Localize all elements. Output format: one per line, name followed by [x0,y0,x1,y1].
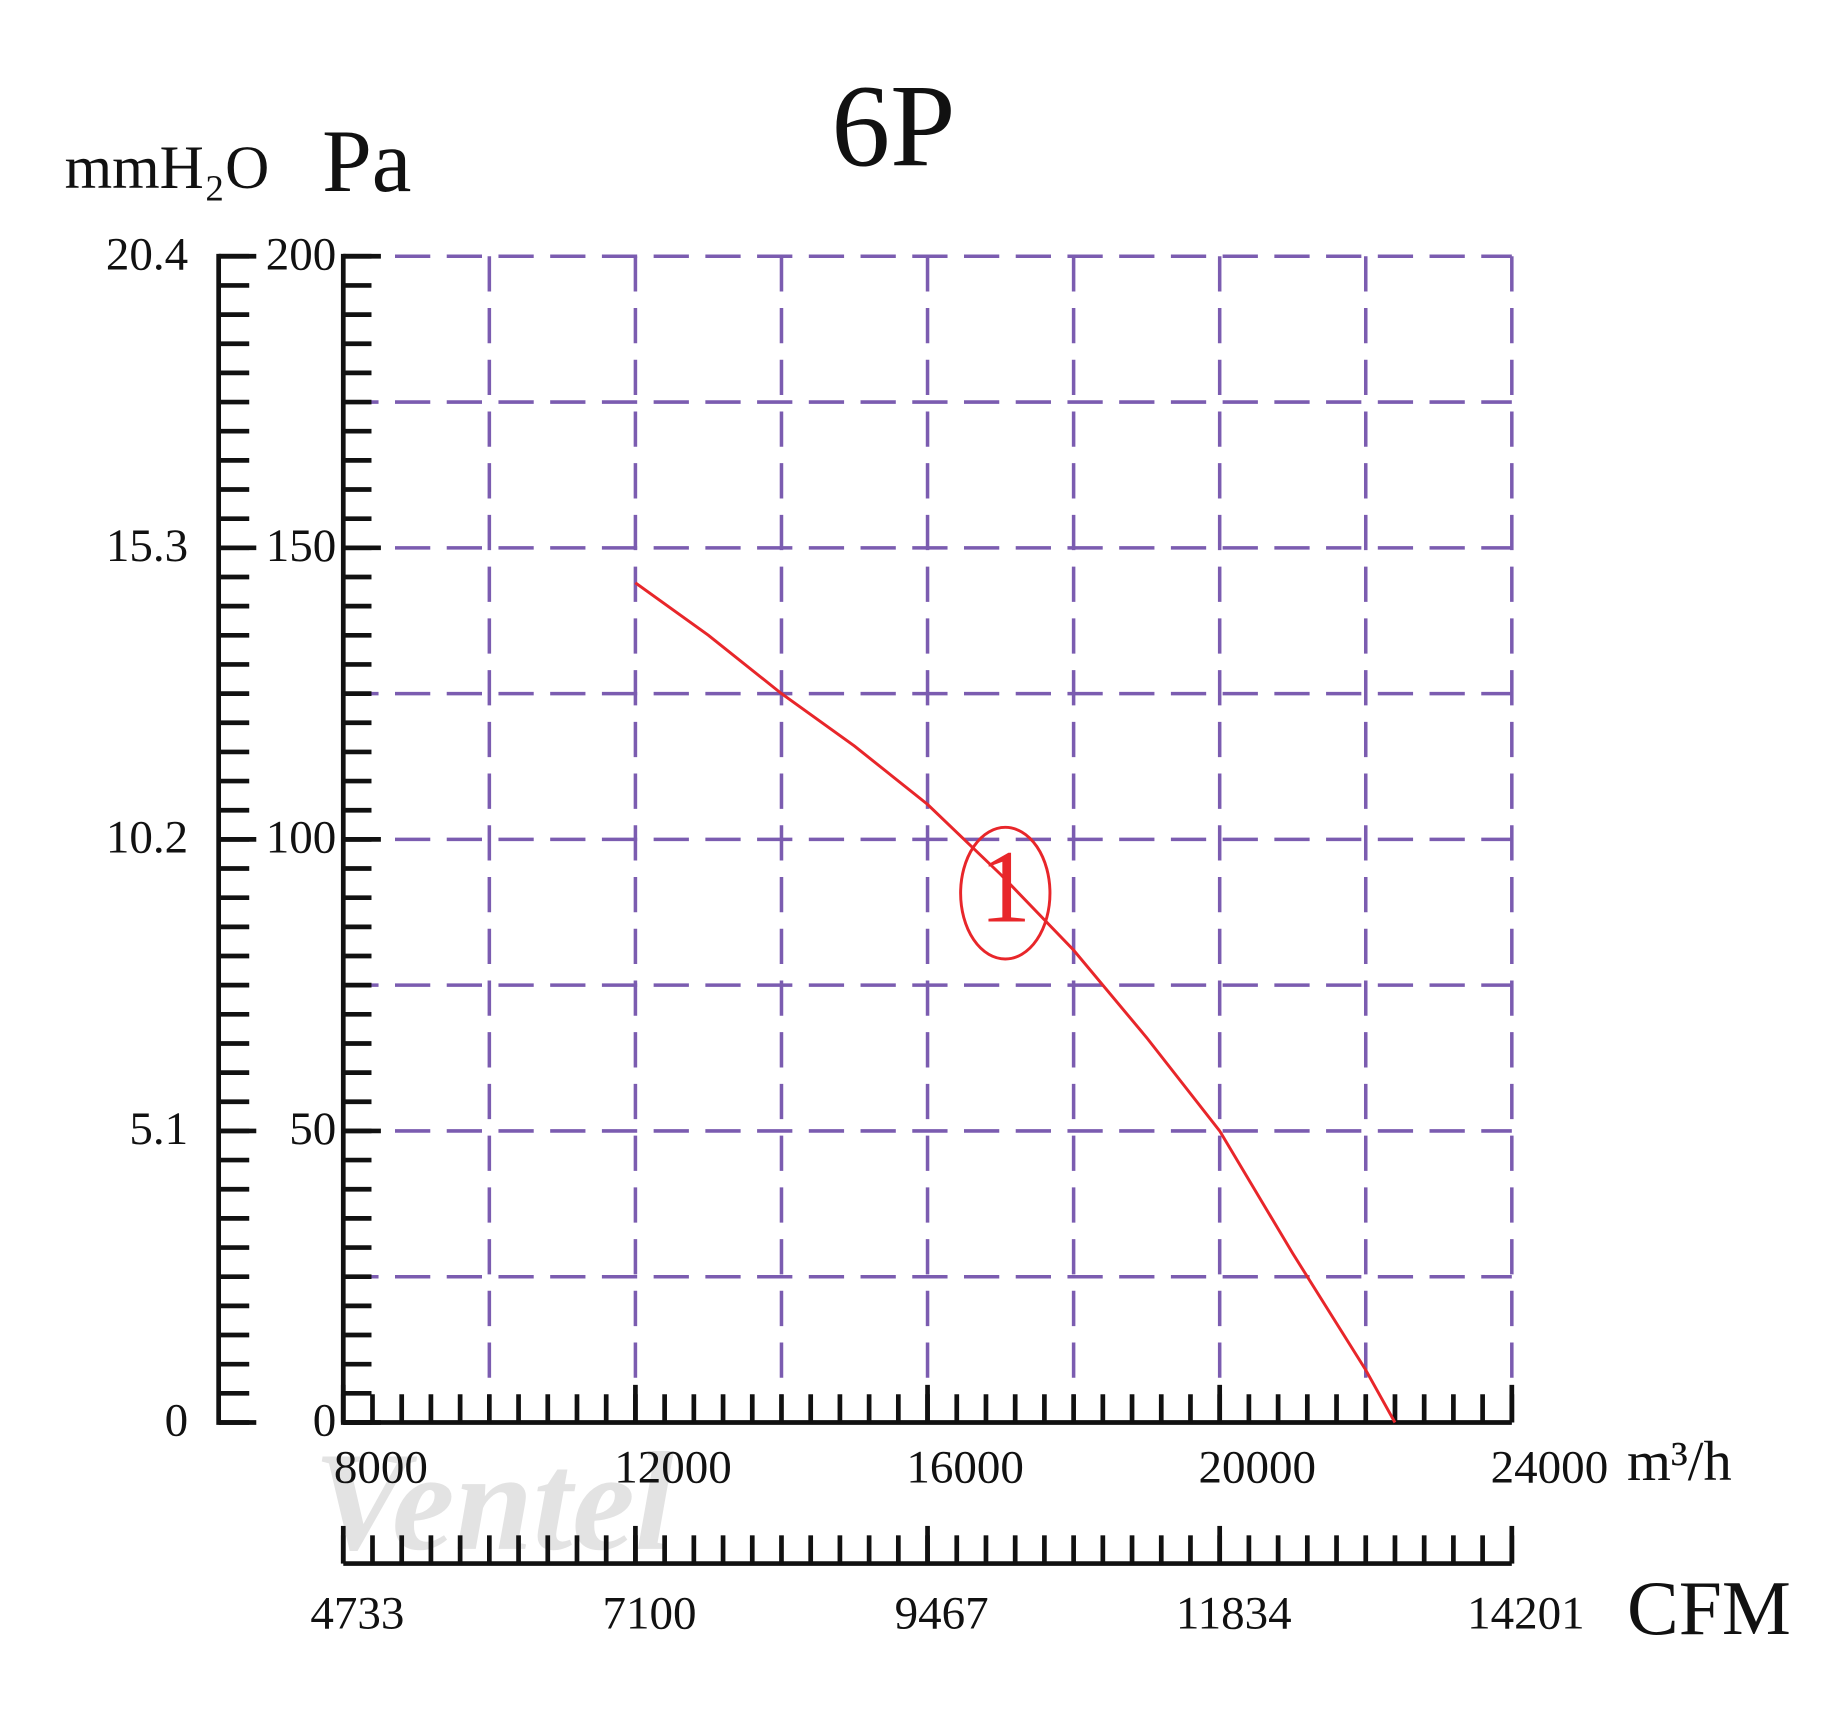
x2-axis-label: CFM [1627,1565,1791,1651]
y2-tick-label: 15.3 [106,520,188,572]
x-axis-label: m³/h [1627,1431,1732,1493]
y-tick-label: 150 [266,520,337,572]
curve-label: 1 [979,831,1031,945]
x2-tick-label: 11834 [1176,1587,1292,1639]
x-tick-label: 20000 [1199,1442,1317,1494]
plot-root: Ventel 6P mmH₂O Pa m³/h CFM 050100150200… [65,62,1791,1652]
y2-axis-label: mmH₂O [65,135,270,202]
y2-tick-label: 5.1 [129,1103,188,1155]
x-tick-label: 24000 [1491,1442,1609,1494]
y-tick-label: 50 [289,1103,336,1155]
x-tick-label: 8000 [334,1442,428,1494]
chart-title: 6P [831,62,955,192]
x2-tick-label: 14201 [1467,1587,1585,1639]
y-tick-label: 200 [266,228,337,280]
x2-tick-label: 9467 [895,1587,989,1639]
x-tick-label: 16000 [906,1442,1024,1494]
x2-tick-label: 7100 [603,1587,697,1639]
x-tick-label: 12000 [614,1442,732,1494]
y2-tick-label: 0 [165,1395,189,1447]
y-tick-label: 100 [266,812,337,864]
x2-tick-label: 4733 [310,1587,404,1639]
fan-curve [634,581,1397,1424]
curve-label-circle [959,825,1052,961]
y-tick-label: 0 [313,1395,337,1447]
y2-tick-label: 20.4 [106,228,188,280]
y2-tick-label: 10.2 [106,812,188,864]
y-axis-label: Pa [322,112,411,211]
